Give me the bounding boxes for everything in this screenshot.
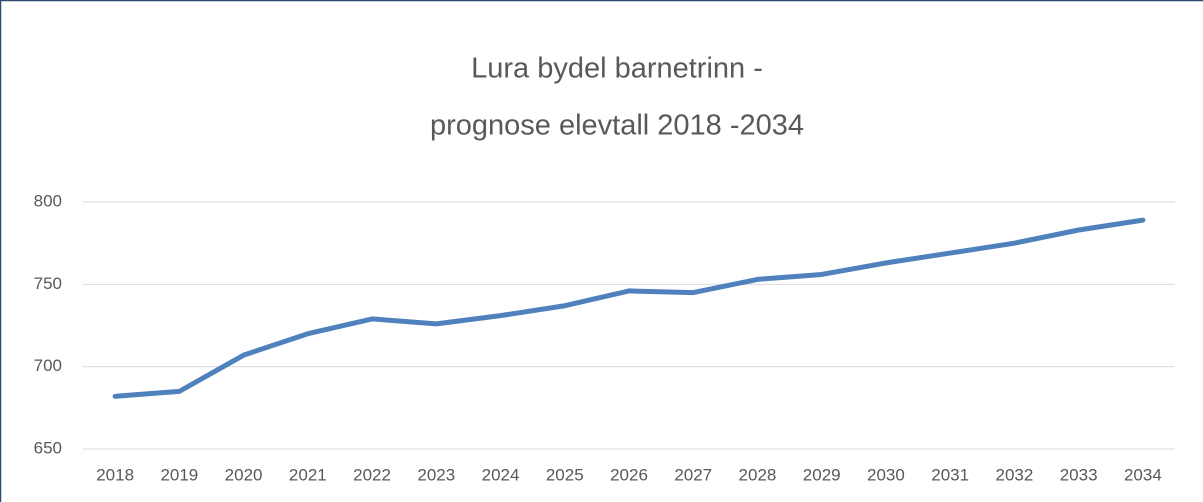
x-tick-label: 2031 [931,465,969,484]
x-tick-label: 2034 [1124,465,1162,484]
x-tick-label: 2023 [417,465,455,484]
x-tick-label: 2028 [739,465,777,484]
x-tick-label: 2030 [867,465,905,484]
x-tick-label: 2018 [96,465,134,484]
chart-title: prognose elevtall 2018 -2034 [430,110,804,142]
x-tick-label: 2025 [546,465,584,484]
y-tick-label: 700 [34,356,62,375]
chart-title: Lura bydel barnetrinn - [471,53,763,85]
x-tick-label: 2032 [995,465,1033,484]
y-tick-label: 750 [34,274,62,293]
x-tick-label: 2033 [1060,465,1098,484]
x-tick-label: 2027 [674,465,712,484]
x-tick-label: 2019 [160,465,198,484]
y-tick-label: 650 [34,438,62,457]
x-tick-label: 2024 [482,465,520,484]
x-tick-label: 2020 [225,465,263,484]
data-line [112,217,1146,399]
x-tick-label: 2021 [289,465,327,484]
x-tick-label: 2022 [353,465,391,484]
y-tick-label: 800 [34,191,62,210]
x-tick-label: 2029 [803,465,841,484]
x-tick-label: 2026 [610,465,648,484]
